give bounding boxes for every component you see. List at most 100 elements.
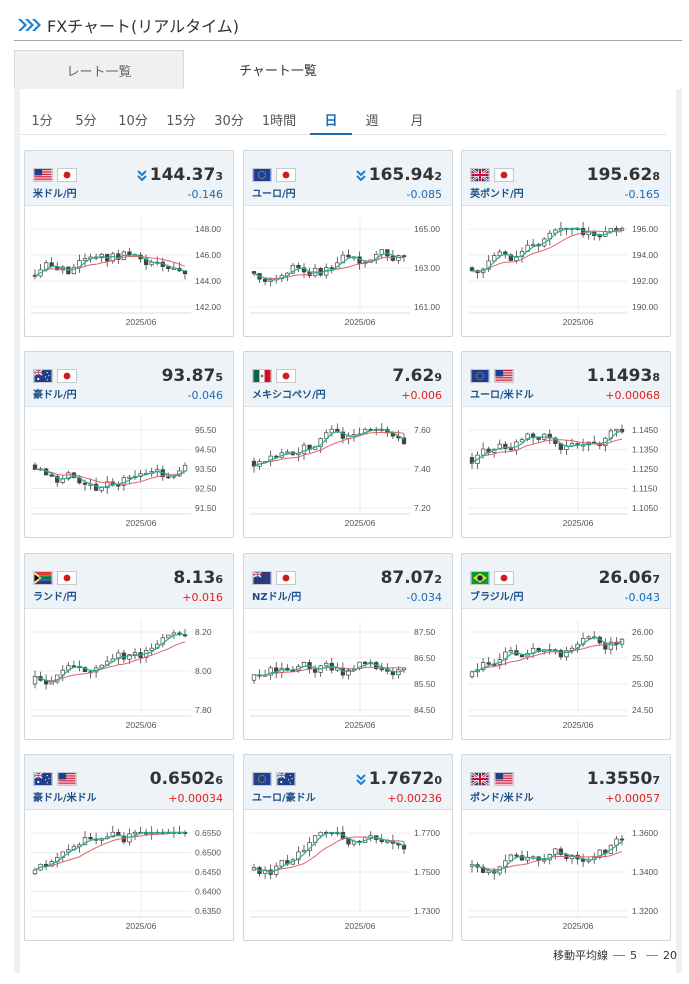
period-1hour[interactable]: 1時間	[261, 114, 297, 129]
pair-label: メキシコペソ/円	[252, 390, 326, 401]
ma5-line	[34, 831, 185, 871]
x-tick-label: 2025/06	[563, 921, 594, 931]
candle-body	[251, 460, 257, 467]
chart-card[interactable]: 豪ドル/米ドル 0.6502 6 +0.00034 0.6550 0.6500 0.6450…	[24, 754, 234, 941]
chart-card[interactable]: 豪ドル/円 93.87 5 -0.046 95.50 94.50 93.50 92.50 91.…	[24, 351, 234, 538]
jp-flag-icon	[57, 369, 77, 383]
chart-card[interactable]: ブラジル/円 26.06 7 -0.043 26.00 25.50 25.00 24.50 20…	[461, 553, 671, 740]
price-main: 26.06	[598, 568, 653, 588]
period-day[interactable]: 日	[310, 105, 352, 135]
candle-body	[619, 838, 625, 841]
candle-body	[182, 464, 188, 472]
period-1min[interactable]: 1分	[31, 114, 53, 129]
y-tick-label: 1.3600	[632, 828, 658, 838]
candle-body	[82, 258, 88, 261]
candle-body	[182, 270, 188, 275]
chart-card[interactable]: ユーロ/米ドル 1.1493 8 +0.00068 1.1450 1.1350 1.1250…	[461, 351, 671, 538]
price: 1.3550 7	[587, 769, 660, 789]
candle-body	[55, 475, 60, 483]
au-flag-icon	[33, 772, 53, 786]
y-tick-label: 190.00	[632, 302, 658, 312]
au-flag-icon	[276, 772, 296, 786]
currency-flags	[470, 168, 514, 182]
legend-label: 移動平均線	[553, 949, 608, 962]
price-change: +0.00057	[605, 792, 660, 805]
candle-body	[32, 869, 38, 875]
candle-body	[166, 266, 171, 270]
period-10min[interactable]: 10分	[118, 114, 148, 129]
tab-chart-list[interactable]: チャート一覧	[187, 50, 369, 89]
period-15min[interactable]: 15分	[166, 114, 196, 129]
period-30min[interactable]: 30分	[214, 114, 244, 129]
period-month[interactable]: 月	[410, 114, 424, 129]
y-tick-label: 1.1050	[632, 503, 658, 513]
ma20-line	[34, 468, 186, 485]
candlestick-chart: 7.60 7.40 7.20 2025/06	[244, 408, 452, 537]
candle-body	[66, 849, 71, 853]
candle-body	[116, 652, 121, 660]
moving-average-legend: 移動平均線 5 20	[553, 947, 677, 963]
candle-body	[251, 674, 257, 681]
currency-flags	[33, 571, 77, 585]
candle-body	[597, 849, 602, 858]
period-week[interactable]: 週	[365, 114, 379, 129]
candle-body	[547, 433, 552, 439]
chart-card[interactable]: ユーロ/豪ドル 1.7672 0 +0.00236 1.7700 1.7500 1.7300…	[243, 754, 453, 941]
y-tick-label: 1.1450	[632, 425, 658, 435]
ma5-line	[471, 227, 623, 273]
candle-body	[262, 278, 268, 282]
candle-body	[32, 676, 38, 685]
price: 1.7672 0	[356, 769, 442, 789]
period-5min[interactable]: 5分	[75, 114, 97, 129]
card-header: ユーロ/米ドル 1.1493 8 +0.00068	[462, 352, 670, 407]
pair-label: ブラジル/円	[470, 592, 524, 603]
pair-label: ユーロ/豪ドル	[252, 793, 316, 804]
candle-body	[127, 654, 132, 660]
pair-label: 米ドル/円	[33, 189, 77, 200]
card-header: 豪ドル/円 93.87 5 -0.046	[25, 352, 233, 407]
jp-flag-icon	[494, 571, 514, 585]
chart-card[interactable]: ポンド/米ドル 1.3550 7 +0.00057 1.3600 1.3400 1.3200…	[461, 754, 671, 941]
candle-body	[296, 265, 301, 269]
candle-body	[480, 662, 486, 671]
chart-card[interactable]: ランド/円 8.13 6 +0.016 8.20 8.00 7.80 2025/06	[24, 553, 234, 740]
y-tick-label: 93.50	[195, 464, 217, 474]
candle-body	[301, 444, 307, 454]
y-tick-label: 148.00	[195, 224, 221, 234]
ma5-line	[471, 636, 623, 673]
y-tick-label: 92.50	[195, 484, 217, 494]
chart-card[interactable]: 英ポンド/円 195.62 8 -0.165 196.00 194.00 192.00 190…	[461, 150, 671, 337]
candle-body	[503, 443, 508, 449]
price: 165.94 2	[356, 165, 442, 185]
price-change: -0.165	[624, 188, 660, 201]
pair-label: NZドル/円	[252, 592, 302, 603]
ma5-line-icon	[613, 954, 625, 956]
candle-body	[401, 437, 407, 445]
candle-body	[296, 851, 301, 861]
chart-card[interactable]: メキシコペソ/円 7.62 9 +0.006 7.60 7.40 7.20 2025/06	[243, 351, 453, 538]
price-change: -0.085	[406, 188, 442, 201]
price-main: 195.62	[586, 165, 653, 185]
price-change: +0.00034	[168, 792, 223, 805]
nz-flag-icon	[252, 571, 272, 585]
card-header: 豪ドル/米ドル 0.6502 6 +0.00034	[25, 755, 233, 810]
period-selector: 1分 5分 10分 15分 30分 1時間 日 週 月	[20, 105, 666, 135]
x-tick-label: 2025/06	[126, 720, 157, 730]
chart-card[interactable]: ユーロ/円 165.94 2 -0.085 165.00 163.00 161.00 2025…	[243, 150, 453, 337]
y-tick-label: 146.00	[195, 250, 221, 260]
tab-rate-list[interactable]: レート一覧	[14, 50, 184, 89]
candle-body	[82, 482, 88, 485]
candle-body	[279, 860, 284, 867]
candle-body	[379, 249, 384, 255]
price-change: +0.006	[401, 389, 442, 402]
card-header: ブラジル/円 26.06 7 -0.043	[462, 554, 670, 609]
chart-card[interactable]: 米ドル/円 144.37 3 -0.146 148.00 146.00 144.00 142.…	[24, 150, 234, 337]
currency-flags	[33, 369, 77, 383]
chart-card[interactable]: NZドル/円 87.07 2 -0.034 87.50 86.50 85.50 84.50 20…	[243, 553, 453, 740]
double-chevron-down-icon	[137, 169, 147, 181]
y-tick-label: 94.50	[195, 445, 217, 455]
candle-body	[608, 641, 614, 650]
candle-body	[586, 636, 591, 639]
ma20-line	[471, 438, 623, 464]
candle-body	[580, 227, 586, 236]
